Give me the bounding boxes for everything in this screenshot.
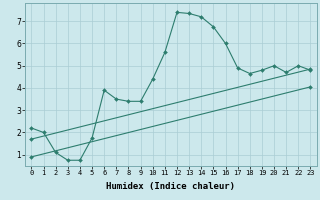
X-axis label: Humidex (Indice chaleur): Humidex (Indice chaleur) (107, 182, 236, 191)
